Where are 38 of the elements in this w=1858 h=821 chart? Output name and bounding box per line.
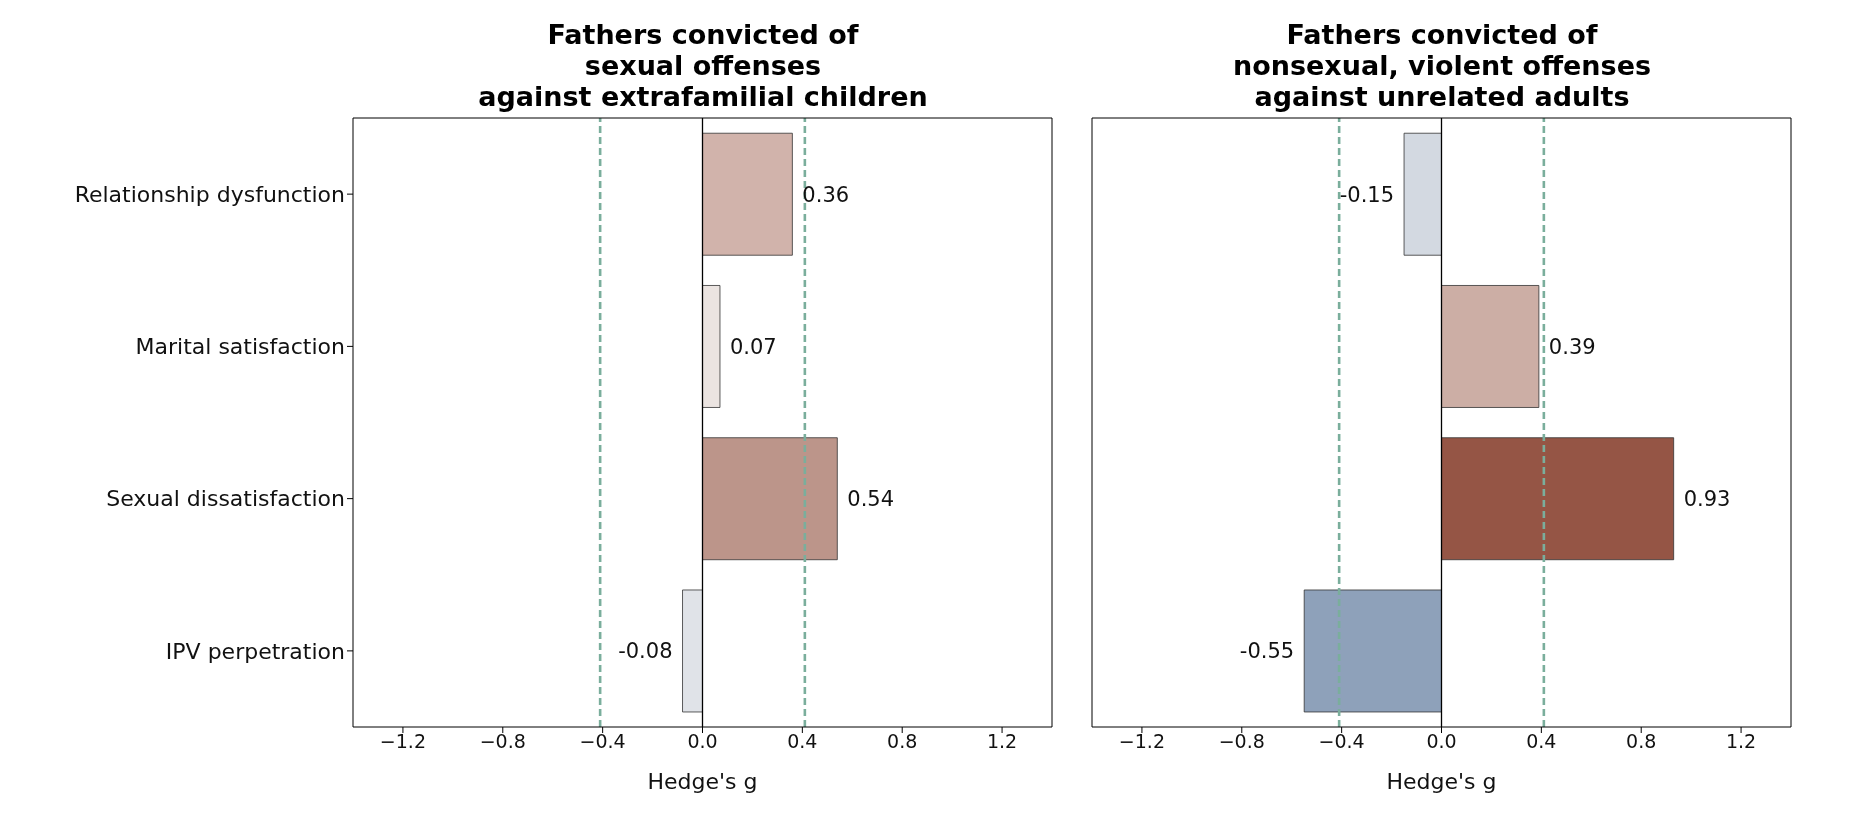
bar: [1403, 132, 1442, 256]
chart-title: Fathers convicted of sexual offenses against extrafamilial children: [477, 18, 929, 114]
x-tick-label: −1.2: [1118, 730, 1165, 753]
x-tick-label: 0.8: [887, 730, 918, 753]
x-tick-label: −0.4: [1318, 730, 1365, 753]
bar: [702, 285, 721, 408]
x-axis-title: Hedge's g: [1386, 769, 1497, 794]
data-label: 0.36: [802, 182, 850, 207]
data-label: 0.07: [729, 334, 777, 359]
data-label: -0.55: [1239, 639, 1295, 664]
x-tick-label: −1.2: [379, 730, 426, 753]
y-tick-label: Relationship dysfunction: [74, 181, 345, 207]
x-tick-label: −0.8: [479, 730, 526, 753]
bar: [1441, 437, 1675, 561]
y-tick-label: IPV perpetration: [165, 638, 345, 664]
data-label: -0.08: [618, 639, 673, 664]
data-label: 0.54: [847, 487, 895, 512]
data-label: 0.93: [1683, 487, 1731, 512]
bar: [702, 132, 793, 256]
x-tick-label: 1.2: [1725, 730, 1757, 753]
x-tick-label: 0.8: [1626, 730, 1657, 753]
x-tick-label: 0.0: [687, 730, 718, 753]
y-tick-label: Marital satisfaction: [135, 334, 345, 360]
bar: [702, 437, 838, 561]
data-label: 0.39: [1548, 334, 1596, 359]
bar: [682, 589, 703, 713]
bar: [1303, 589, 1442, 713]
bar: [1441, 285, 1540, 408]
x-axis-title: Hedge's g: [647, 769, 758, 794]
x-tick-label: 0.4: [1526, 730, 1557, 753]
data-label: -0.15: [1339, 182, 1395, 207]
x-tick-label: 0.0: [1426, 730, 1457, 753]
x-tick-label: −0.4: [579, 730, 626, 753]
x-tick-label: 1.2: [986, 730, 1018, 753]
x-tick-label: −0.8: [1218, 730, 1265, 753]
chart-title: Fathers convicted of nonsexual, violent offenses against unrelated adults: [1231, 18, 1653, 114]
x-tick-label: 0.4: [787, 730, 818, 753]
y-tick-label: Sexual dissatisfaction: [106, 486, 345, 512]
